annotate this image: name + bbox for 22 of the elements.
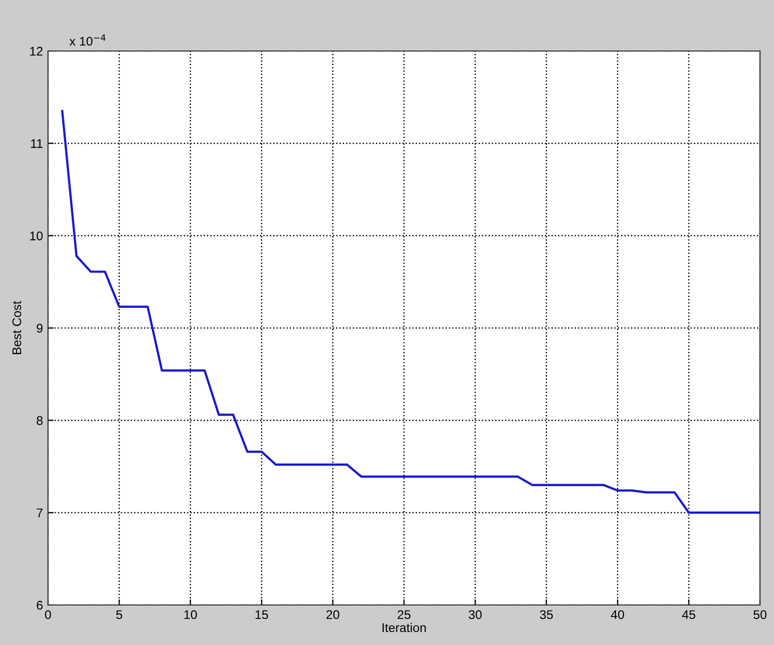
line-series [61,110,760,514]
x-tick-label: 45 [682,610,696,620]
x-tick-label: 35 [540,610,553,620]
y-axis-title: Best Cost [12,301,22,354]
y-tick-label: 7 [36,508,43,518]
x-tick-label: 10 [184,610,197,620]
y-tick-label: 10 [30,231,43,240]
x-tick-label: 15 [256,610,268,620]
y-tick-label: 12 [30,46,43,56]
y-tick-label: 8 [36,416,43,425]
text: x 10$^{−4}$ [70,34,106,46]
x-axis-title: Iteration [382,622,426,632]
y-tick-label: 11 [31,139,43,148]
x-tick-label: 20 [326,610,340,620]
x-tick-label: 40 [610,610,624,620]
y-tick-label: 6 [36,600,43,610]
x-tick-label: 0 [45,610,51,620]
x-tick-label: 25 [398,610,410,620]
x-tick-label: 5 [116,610,122,620]
y-tick-label: 9 [36,324,43,333]
x-tick-label: 50 [754,610,766,620]
x-tick-label: 30 [468,610,482,620]
